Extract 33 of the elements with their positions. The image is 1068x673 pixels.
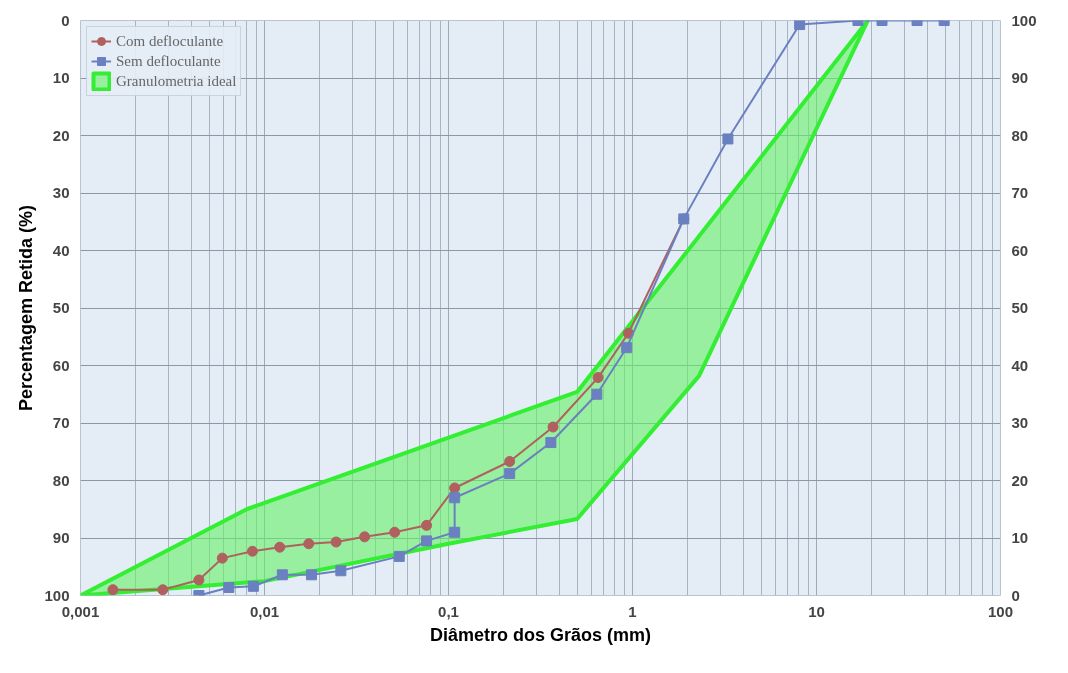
- y2-tick-label: 0: [1011, 586, 1020, 604]
- legend-label: Sem defloculante: [116, 52, 221, 70]
- y2-tick-label: 20: [1011, 471, 1029, 489]
- y-tick-label: 80: [52, 471, 70, 489]
- legend-label: Com defloculante: [116, 32, 224, 50]
- x-tick-label: 10: [808, 602, 825, 620]
- y-tick-label: 0: [61, 11, 70, 29]
- x-axis-title: Diâmetro dos Grãos (mm): [429, 624, 652, 645]
- y-tick-label: 70: [52, 414, 70, 431]
- x-tick-label: 0,01: [249, 602, 280, 620]
- y2-tick-label: 90: [1011, 69, 1029, 86]
- y-tick-label: 30: [52, 184, 70, 201]
- x-tick-label: 0,001: [61, 602, 100, 620]
- y-tick-label: 40: [52, 241, 70, 259]
- y2-tick-label: 80: [1011, 126, 1029, 144]
- y2-tick-label: 100: [1011, 11, 1037, 29]
- y-tick-label: 50: [52, 299, 70, 316]
- y-axis-title: Percentagem Retida (%): [16, 204, 37, 412]
- y2-tick-label: 10: [1011, 529, 1029, 546]
- y2-tick-label: 60: [1011, 241, 1029, 259]
- y2-tick-label: 40: [1011, 356, 1029, 374]
- y-tick-label: 100: [44, 586, 70, 604]
- x-tick-label: 1: [628, 602, 637, 620]
- y-tick-label: 60: [52, 356, 70, 374]
- y2-tick-label: 30: [1011, 414, 1029, 431]
- y2-tick-label: 50: [1011, 299, 1029, 316]
- y-tick-label: 20: [52, 126, 70, 144]
- y-tick-label: 90: [52, 529, 70, 546]
- y2-tick-label: 70: [1011, 184, 1029, 201]
- x-tick-label: 0,1: [438, 602, 459, 620]
- legend-label: Granulometria ideal: [116, 72, 237, 90]
- y-tick-label: 10: [52, 69, 70, 86]
- x-tick-label: 100: [987, 602, 1014, 620]
